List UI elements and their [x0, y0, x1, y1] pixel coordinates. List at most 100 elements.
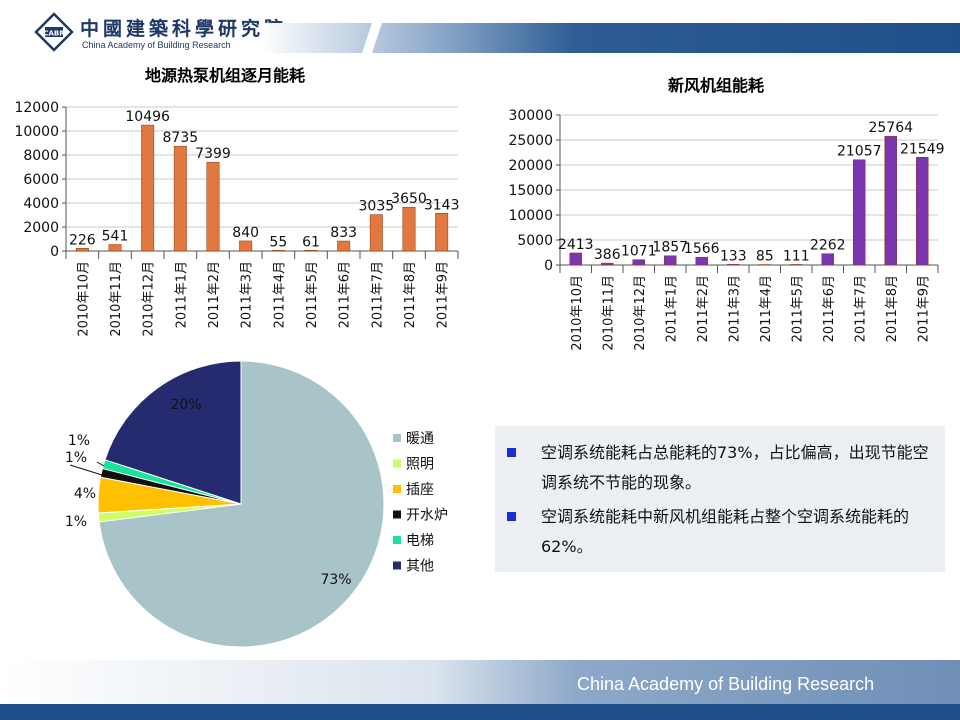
legend-swatch: [393, 510, 401, 519]
y-tick-label: 5000: [517, 233, 553, 249]
data-label: 2413: [558, 237, 594, 253]
slice-label: 20%: [170, 397, 201, 413]
legend-swatch: [393, 561, 401, 570]
pie-slice: [98, 360, 385, 648]
x-tick-label: 2011年4月: [759, 275, 774, 342]
legend-label: 电梯: [406, 533, 434, 549]
bar: [916, 157, 929, 266]
bar: [239, 240, 253, 252]
x-tick-label: 2011年5月: [790, 275, 805, 342]
bar: [75, 248, 89, 252]
y-tick-label: 4000: [23, 196, 59, 212]
x-tick-label: 2010年10月: [570, 275, 585, 351]
slice-label: 73%: [320, 572, 351, 588]
data-label: 2262: [810, 238, 846, 254]
bar: [206, 161, 220, 252]
y-tick-label: 10000: [14, 124, 59, 140]
y-tick-label: 12000: [14, 100, 59, 116]
x-tick-label: 2011年5月: [305, 261, 320, 328]
legend-label: 其他: [406, 559, 434, 575]
y-tick-label: 2000: [23, 220, 59, 236]
data-label: 3035: [359, 199, 395, 215]
x-tick-label: 2011年8月: [403, 261, 418, 328]
y-tick-label: 30000: [508, 108, 553, 124]
bar: [727, 264, 740, 266]
data-label: 85: [756, 249, 774, 265]
bar: [853, 159, 866, 266]
square-bullet-icon: [507, 448, 516, 457]
bar: [108, 244, 122, 252]
bar: [173, 145, 187, 252]
data-label: 1071: [621, 244, 657, 260]
x-tick-label: 2011年6月: [822, 275, 837, 342]
slice-label: 1%: [68, 433, 90, 449]
header-band: [260, 23, 960, 53]
x-tick-label: 2011年1月: [664, 275, 679, 342]
data-label: 1566: [684, 241, 720, 257]
slice-label: 1%: [65, 450, 87, 466]
org-name-cn: 中國建築科學研究院: [80, 18, 288, 40]
bar: [141, 124, 155, 252]
data-label: 7399: [195, 146, 231, 162]
data-label: 3143: [424, 197, 460, 213]
slice-label: 4%: [74, 486, 96, 502]
x-tick-label: 2011年1月: [174, 261, 189, 328]
data-label: 61: [302, 234, 320, 250]
data-label: 541: [102, 229, 129, 245]
y-tick-label: 15000: [508, 183, 553, 199]
note-item: 空调系统能耗中新风机组能耗占整个空调系统能耗的62%。: [507, 502, 931, 562]
bar: [435, 213, 449, 252]
x-tick-label: 2011年9月: [916, 275, 931, 342]
org-name-en: China Academy of Building Research: [82, 40, 231, 50]
square-bullet-icon: [507, 512, 516, 521]
note-text: 空调系统能耗中新风机组能耗占整个空调系统能耗的62%。: [541, 507, 910, 556]
logo-text: CABR: [43, 30, 65, 38]
bar: [632, 259, 645, 266]
data-label: 840: [232, 225, 259, 241]
x-tick-label: 2010年12月: [142, 261, 157, 337]
bar: [664, 255, 677, 266]
legend-swatch: [393, 434, 401, 442]
bar: [569, 252, 582, 266]
chart-ground-source-heat-pump: 0 2000 4000 6000 8000 10000 12000 226 2010年10月 54…: [14, 100, 460, 337]
footer-band: [0, 660, 960, 720]
legend-label: 照明: [406, 457, 434, 473]
bar: [790, 264, 803, 266]
legend-swatch: [393, 459, 401, 468]
data-label: 21549: [900, 141, 945, 157]
header: CABR 中國建築科學研究院 China Academy of Building…: [0, 0, 960, 60]
data-label: 3650: [391, 191, 427, 207]
data-label: 833: [330, 225, 357, 241]
y-tick-label: 10000: [508, 208, 553, 224]
y-tick-label: 0: [544, 258, 553, 274]
data-label: 21057: [837, 144, 882, 160]
leader-line: [69, 464, 103, 476]
bar: [369, 214, 383, 252]
y-tick-label: 0: [50, 244, 59, 260]
data-label: 386: [594, 247, 621, 263]
data-label: 111: [783, 248, 810, 264]
data-label: 133: [720, 248, 747, 264]
y-tick-label: 8000: [23, 148, 59, 164]
x-tick-label: 2011年9月: [436, 261, 451, 328]
legend-swatch: [393, 536, 401, 544]
slice-label: 1%: [65, 514, 87, 530]
x-tick-label: 2011年7月: [370, 261, 385, 328]
data-label: 8735: [163, 130, 199, 146]
legend-label: 暖通: [406, 431, 434, 447]
chart2-title: 新风机组能耗: [668, 76, 765, 95]
bar: [402, 206, 416, 252]
x-tick-label: 2011年2月: [696, 275, 711, 342]
bar: [271, 250, 285, 252]
data-label: 1857: [652, 240, 688, 256]
note-item: 空调系统能耗占总能耗的73%，占比偏高，出现节能空调系统不节能的现象。: [507, 438, 931, 498]
data-label: 10496: [125, 109, 170, 125]
x-tick-label: 2011年3月: [240, 261, 255, 328]
chart1-title: 地源热泵机组逐月能耗: [145, 66, 306, 85]
bar: [884, 135, 897, 266]
footer-text: China Academy of Building Research: [577, 674, 875, 694]
y-tick-label: 20000: [508, 158, 553, 174]
bar: [695, 256, 708, 266]
data-label: 25764: [868, 120, 913, 136]
